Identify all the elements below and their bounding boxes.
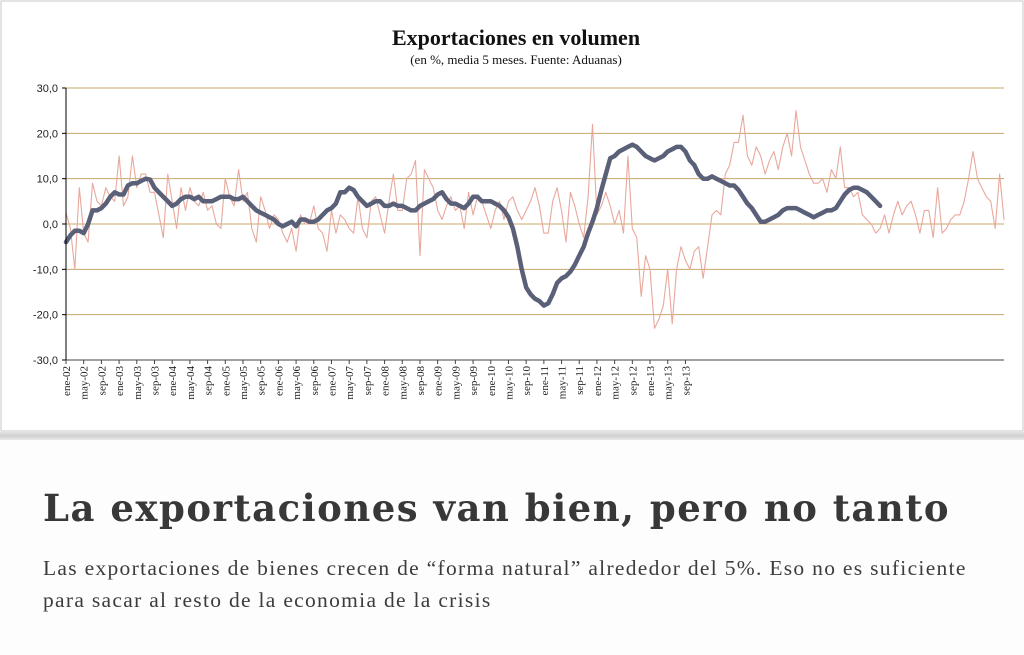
x-tick-label: may-05: [238, 366, 250, 400]
section-divider: [0, 432, 1024, 440]
x-tick-label: may-08: [397, 366, 409, 400]
chart-subtitle: (en %, media 5 meses. Fuente: Aduanas): [410, 52, 622, 67]
article-section: La exportaciones van bien, pero no tanto…: [0, 440, 1024, 655]
x-tick-label: sep-10: [521, 366, 533, 396]
x-tick-label: sep-03: [149, 366, 161, 396]
x-tick-label: ene-08: [380, 366, 392, 396]
x-tick-label: may-03: [132, 366, 144, 400]
y-axis-ticks: 30,0 20,0 10,0 0,0 -10,0 -20,0 -30,0: [33, 83, 66, 367]
y-tick-label: -20,0: [33, 310, 58, 322]
x-tick-label: ene-02: [61, 366, 73, 396]
x-tick-label: may-13: [663, 366, 675, 400]
x-tick-label: sep-06: [309, 366, 321, 396]
x-tick-label: may-11: [557, 366, 569, 399]
series-lines: [63, 110, 1005, 329]
series-monthly-line: [65, 110, 1005, 329]
x-tick-label: ene-10: [486, 366, 498, 396]
x-tick-label: may-10: [503, 366, 515, 400]
series-average-line: [63, 142, 883, 308]
x-tick-label: ene-09: [433, 366, 445, 396]
x-tick-label: sep-05: [256, 366, 268, 396]
x-tick-label: ene-11: [539, 366, 551, 396]
chart-frame: [0, 0, 1024, 432]
x-tick-label: sep-13: [680, 366, 692, 396]
gridlines: [66, 87, 1004, 361]
x-axis-ticks: ene-02 may-02 sep-02 ene-03 may-03 sep-03 ene-…: [61, 360, 692, 400]
x-tick-label: sep-02: [96, 366, 108, 395]
x-tick-label: may-06: [291, 366, 303, 400]
x-tick-label: may-02: [79, 366, 91, 400]
x-tick-label: ene-05: [220, 366, 232, 396]
x-tick-label: may-09: [450, 366, 462, 400]
x-tick-label: ene-06: [273, 366, 285, 396]
y-tick-label: -30,0: [33, 355, 58, 367]
article-headline: La exportaciones van bien, pero no tanto: [43, 486, 951, 530]
x-tick-label: may-07: [344, 366, 356, 400]
x-tick-label: sep-08: [415, 366, 427, 396]
y-tick-label: 20,0: [37, 128, 58, 140]
x-tick-label: sep-04: [203, 366, 215, 396]
chart: Exportaciones en volumen (en %, media 5 …: [0, 0, 1024, 432]
chart-panel: Exportaciones en volumen (en %, media 5 …: [0, 0, 1024, 432]
y-tick-label: 10,0: [37, 174, 58, 186]
y-tick-label: -10,0: [33, 264, 58, 276]
x-tick-label: may-04: [185, 366, 197, 400]
x-tick-label: ene-07: [326, 366, 338, 396]
x-tick-label: ene-04: [167, 366, 179, 396]
y-tick-label: 30,0: [37, 83, 58, 95]
x-tick-label: ene-12: [592, 366, 604, 396]
x-tick-label: sep-09: [468, 366, 480, 396]
x-tick-label: ene-03: [114, 366, 126, 396]
x-tick-label: may-12: [610, 366, 622, 400]
y-tick-label: 0,0: [43, 219, 58, 231]
article-subhead: Las exportaciones de bienes crecen de “f…: [43, 556, 967, 612]
x-tick-label: ene-13: [645, 366, 657, 396]
chart-title: Exportaciones en volumen: [392, 25, 640, 50]
x-tick-label: sep-07: [362, 366, 374, 396]
x-tick-label: sep-12: [627, 366, 639, 395]
x-tick-label: sep-11: [574, 366, 586, 395]
